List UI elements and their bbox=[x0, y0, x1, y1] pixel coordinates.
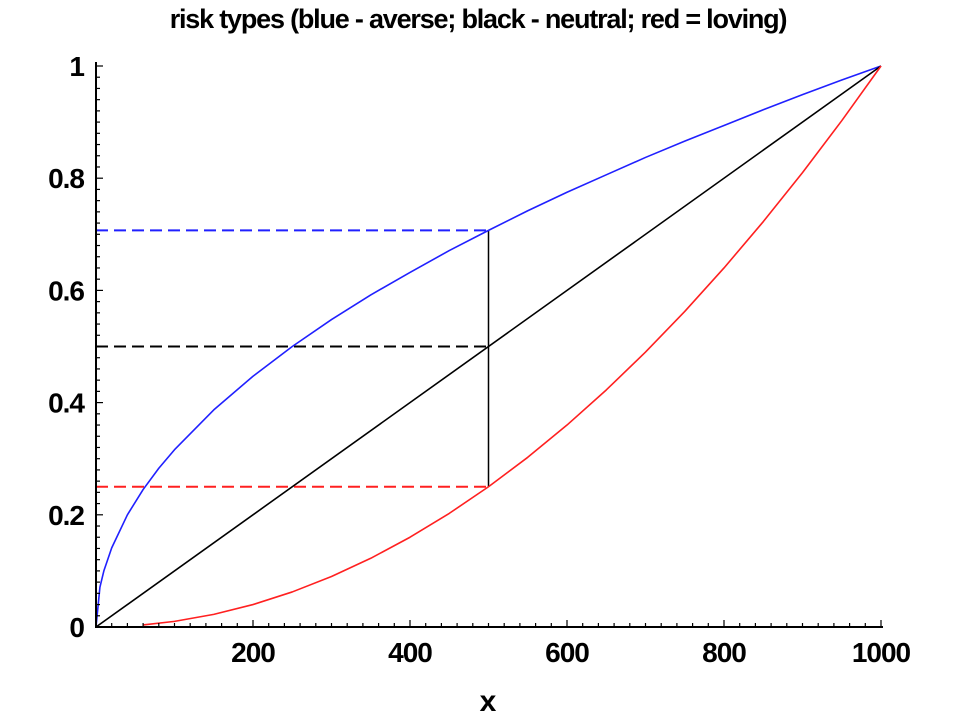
x-tick-label: 400 bbox=[388, 637, 432, 668]
y-tick-label: 1 bbox=[69, 51, 84, 82]
x-tick-label: 200 bbox=[231, 637, 275, 668]
blue-series-line bbox=[95, 65, 882, 628]
x-tick-label: 800 bbox=[702, 637, 746, 668]
y-tick-label: 0 bbox=[69, 612, 84, 643]
x-tick-label: 600 bbox=[545, 637, 589, 668]
y-tick-label: 0.2 bbox=[48, 500, 84, 531]
tick-labels: 0 0.2 0.4 0.6 0.8 1 200 400 600 800 1000 bbox=[48, 51, 912, 668]
x-axis-label: x bbox=[480, 685, 497, 718]
y-tick-label: 0.4 bbox=[48, 388, 85, 419]
y-tick-label: 0.8 bbox=[48, 163, 84, 194]
minor-ticks bbox=[95, 65, 882, 628]
y-tick-label: 0.6 bbox=[48, 275, 84, 306]
series-lines bbox=[95, 65, 882, 628]
black-series-line bbox=[95, 65, 882, 628]
chart-title: risk types (blue - averse; black - neutr… bbox=[170, 4, 787, 34]
reference-lines bbox=[96, 229, 490, 488]
red-series-line bbox=[143, 65, 882, 626]
x-tick-label: 1000 bbox=[852, 637, 911, 668]
